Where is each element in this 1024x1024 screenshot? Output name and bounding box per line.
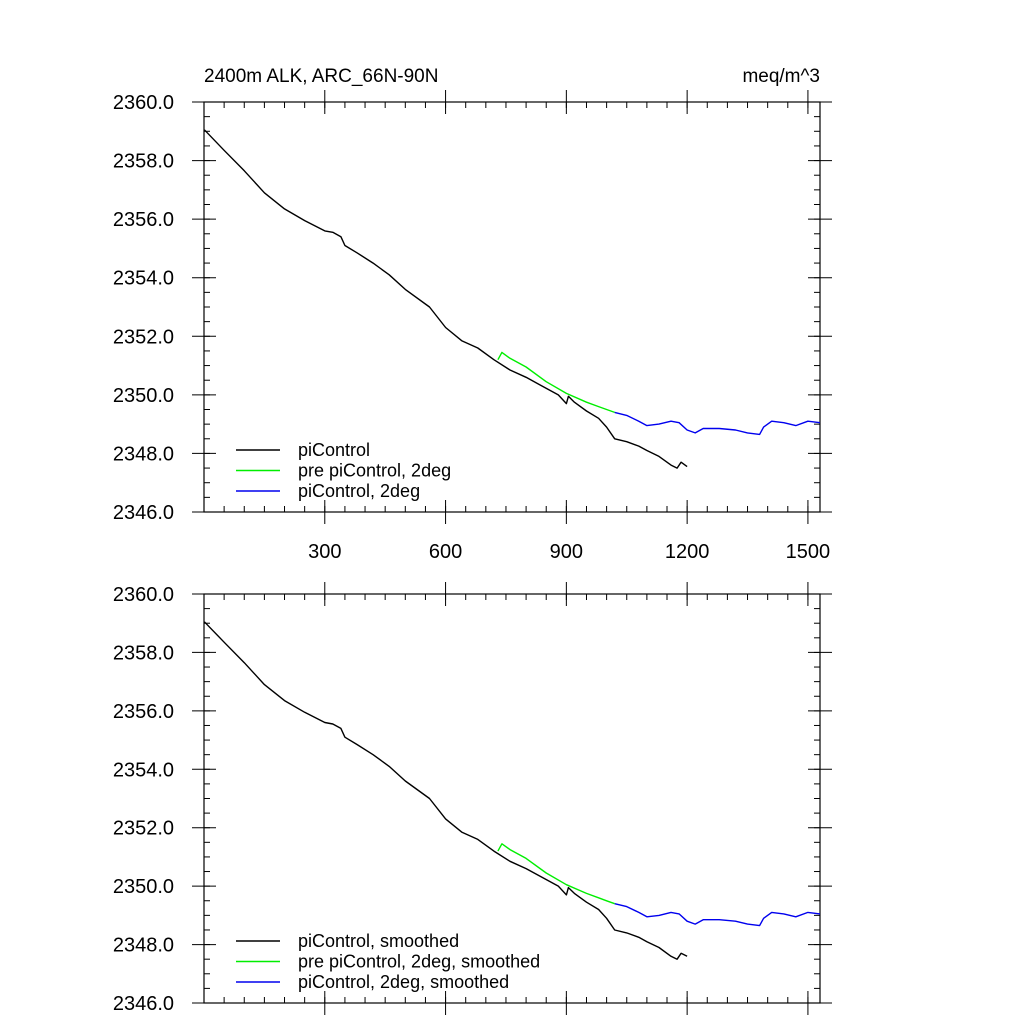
bottom-panel: 2346.0 2348.0 2350.0 2352.0 2354.0 2356.0 2358… (113, 582, 832, 1015)
top-panel: 2346.0 2348.0 2350.0 2352.0 2354.0 2356.0 2358… (113, 90, 832, 563)
legend-label: piControl (298, 440, 370, 460)
legend-label: piControl, 2deg (298, 481, 420, 501)
x-tick-label: 1200 (665, 541, 710, 563)
y-tick-label: 2356.0 (113, 701, 174, 723)
series-line (614, 411, 821, 436)
plot-frame (203, 101, 821, 513)
y-tick-label: 2358.0 (113, 642, 174, 664)
y-tick-label: 2352.0 (113, 818, 174, 840)
y-tick-label: 2352.0 (113, 326, 174, 348)
plot-frame (203, 593, 821, 1004)
y-tick-label: 2350.0 (113, 385, 174, 407)
x-tick-label: 600 (429, 541, 462, 563)
series-line (203, 621, 688, 960)
legend-label: piControl, smoothed (298, 931, 459, 951)
chart-title: 2400m ALK, ARC_66N-90N (204, 66, 438, 87)
legend-label: pre piControl, 2deg (298, 461, 451, 481)
y-tick-label: 2360.0 (113, 584, 174, 606)
y-tick-label: 2348.0 (113, 935, 174, 957)
y-tick-label: 2348.0 (113, 443, 174, 465)
y-tick-label: 2356.0 (113, 209, 174, 231)
series-line (497, 843, 615, 905)
units-label: meq/m^3 (742, 66, 820, 87)
series-line (497, 351, 615, 414)
y-tick-label: 2346.0 (113, 502, 174, 524)
series-line (203, 129, 688, 469)
y-tick-label: 2350.0 (113, 876, 174, 898)
x-tick-label: 300 (308, 541, 341, 563)
y-tick-label: 2358.0 (113, 151, 174, 173)
y-tick-label: 2354.0 (113, 268, 174, 290)
series-line (614, 903, 821, 927)
legend-label: pre piControl, 2deg, smoothed (298, 952, 540, 972)
legend-label: piControl, 2deg, smoothed (298, 972, 509, 992)
y-tick-label: 2360.0 (113, 92, 174, 114)
x-tick-label: 1500 (786, 541, 831, 563)
y-tick-label: 2354.0 (113, 759, 174, 781)
x-tick-label: 900 (550, 541, 583, 563)
y-tick-label: 2346.0 (113, 993, 174, 1015)
